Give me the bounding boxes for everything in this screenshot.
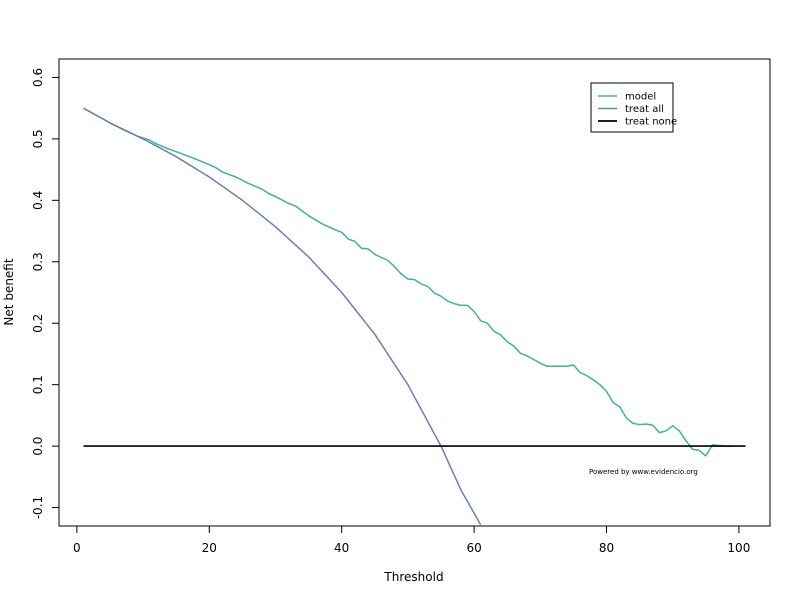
- plot-frame: [58, 58, 771, 527]
- y-tick-label: 0.5: [31, 129, 45, 148]
- x-axis: 0 20 40 60 80 100: [73, 526, 750, 555]
- x-tick-label: 80: [599, 541, 614, 555]
- x-tick-label: 20: [202, 541, 217, 555]
- y-tick-label: 0.6: [31, 68, 45, 87]
- y-tick-label: 0.1: [31, 375, 45, 394]
- x-tick-label: 40: [334, 541, 349, 555]
- y-axis: -0.1 0.0 0.1 0.2 0.3 0.4 0.5 0.6: [31, 68, 59, 519]
- y-tick-label: 0.4: [31, 191, 45, 210]
- legend-label: treat none: [625, 117, 677, 128]
- legend-label: model: [625, 92, 656, 103]
- y-tick-label: -0.1: [31, 496, 45, 519]
- x-tick-label: 60: [466, 541, 481, 555]
- y-tick-label: 0.3: [31, 252, 45, 271]
- x-axis-label: Threshold: [383, 570, 443, 584]
- y-axis-label: Net benefit: [2, 258, 16, 325]
- series-line-treat-all: [83, 107, 482, 526]
- legend-label: treat all: [625, 104, 664, 115]
- powered-by-annotation: Powered by www.evidencio.org: [589, 468, 698, 476]
- y-tick-label: 0.0: [31, 437, 45, 456]
- y-tick-label: 0.2: [31, 314, 45, 333]
- series-layer: [83, 107, 746, 526]
- x-tick-label: 100: [727, 541, 750, 555]
- x-tick-label: 0: [73, 541, 81, 555]
- legend-box: [590, 82, 674, 133]
- series-line-model: [83, 107, 733, 457]
